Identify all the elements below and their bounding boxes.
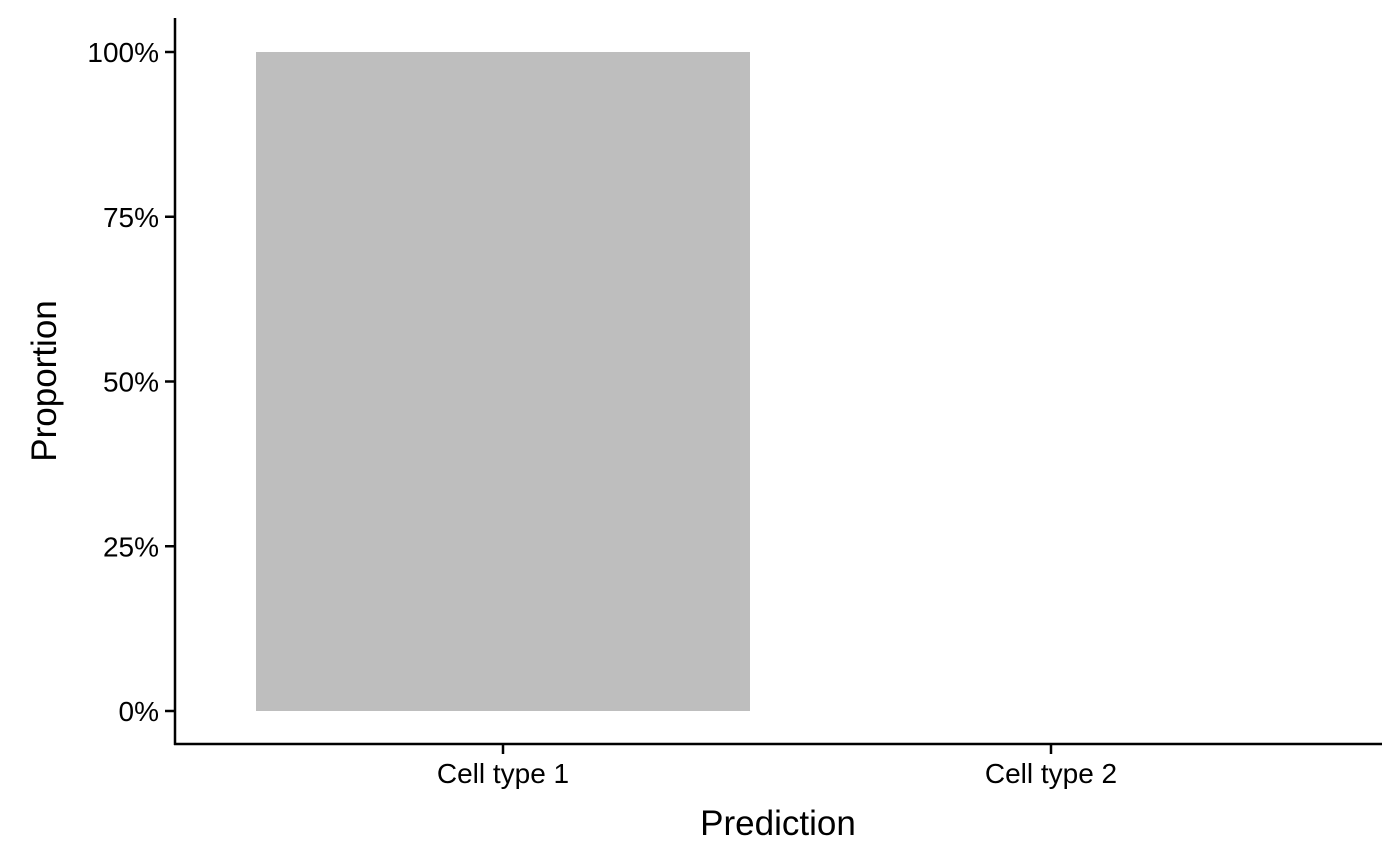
bars-layer	[256, 52, 750, 711]
bar-1	[256, 52, 750, 711]
y-ticks-layer: 0% 25% 50% 75% 100%	[87, 37, 175, 727]
x-axis-title: Prediction	[700, 804, 856, 843]
y-tick-label: 25%	[103, 531, 159, 562]
y-tick-label: 50%	[103, 367, 159, 398]
y-tick-label: 100%	[87, 37, 159, 68]
y-axis-title: Proportion	[25, 300, 64, 461]
x-ticks-layer: Cell type 1 Cell type 2	[437, 744, 1117, 789]
y-tick-label: 75%	[103, 202, 159, 233]
x-tick-label: Cell type 2	[985, 758, 1117, 789]
x-tick-label: Cell type 1	[437, 758, 569, 789]
y-tick-label: 0%	[119, 696, 159, 727]
